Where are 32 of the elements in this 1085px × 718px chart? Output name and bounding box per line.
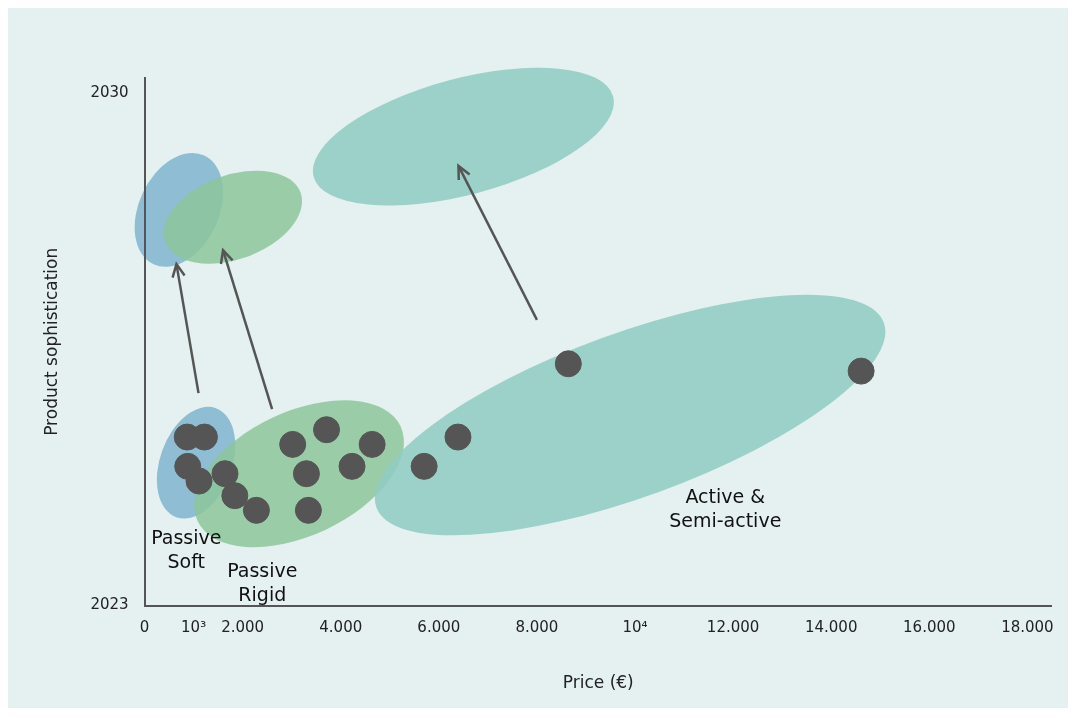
point — [338, 452, 366, 480]
x-tick-label: 2.000 — [221, 618, 265, 637]
y-tick-label: 2023 — [90, 595, 129, 614]
x-tick-label: 16.000 — [903, 618, 956, 637]
annotation: Passive Rigid — [227, 558, 298, 605]
x-tick-label: 4.000 — [319, 618, 363, 637]
point — [242, 496, 270, 524]
x-tick-label: 10³ — [181, 618, 207, 637]
point — [185, 467, 213, 495]
y-tick-label: 2030 — [90, 82, 129, 101]
point — [358, 430, 386, 458]
x-tick-label: 6.000 — [417, 618, 461, 637]
point — [847, 357, 875, 385]
annotation: Passive Soft — [151, 525, 222, 572]
point — [294, 496, 322, 524]
x-tick-label: 18.000 — [1001, 618, 1054, 637]
point — [554, 350, 582, 378]
point — [313, 416, 341, 444]
y-axis-title: Product sophistication — [40, 247, 61, 436]
point — [444, 423, 472, 451]
x-tick-label: 14.000 — [804, 618, 858, 637]
point — [292, 460, 320, 488]
point — [211, 460, 239, 488]
x-tick-label: 12.000 — [706, 618, 760, 637]
annotation: Active & Semi-active — [669, 485, 782, 532]
x-axis-title: Price (€) — [562, 672, 634, 693]
x-tick-label: 10⁴ — [622, 618, 648, 637]
x-tick-label: 8.000 — [515, 618, 559, 637]
point — [221, 482, 249, 510]
x-tick-label: 0 — [139, 618, 150, 637]
point — [410, 452, 438, 480]
point — [279, 430, 307, 458]
